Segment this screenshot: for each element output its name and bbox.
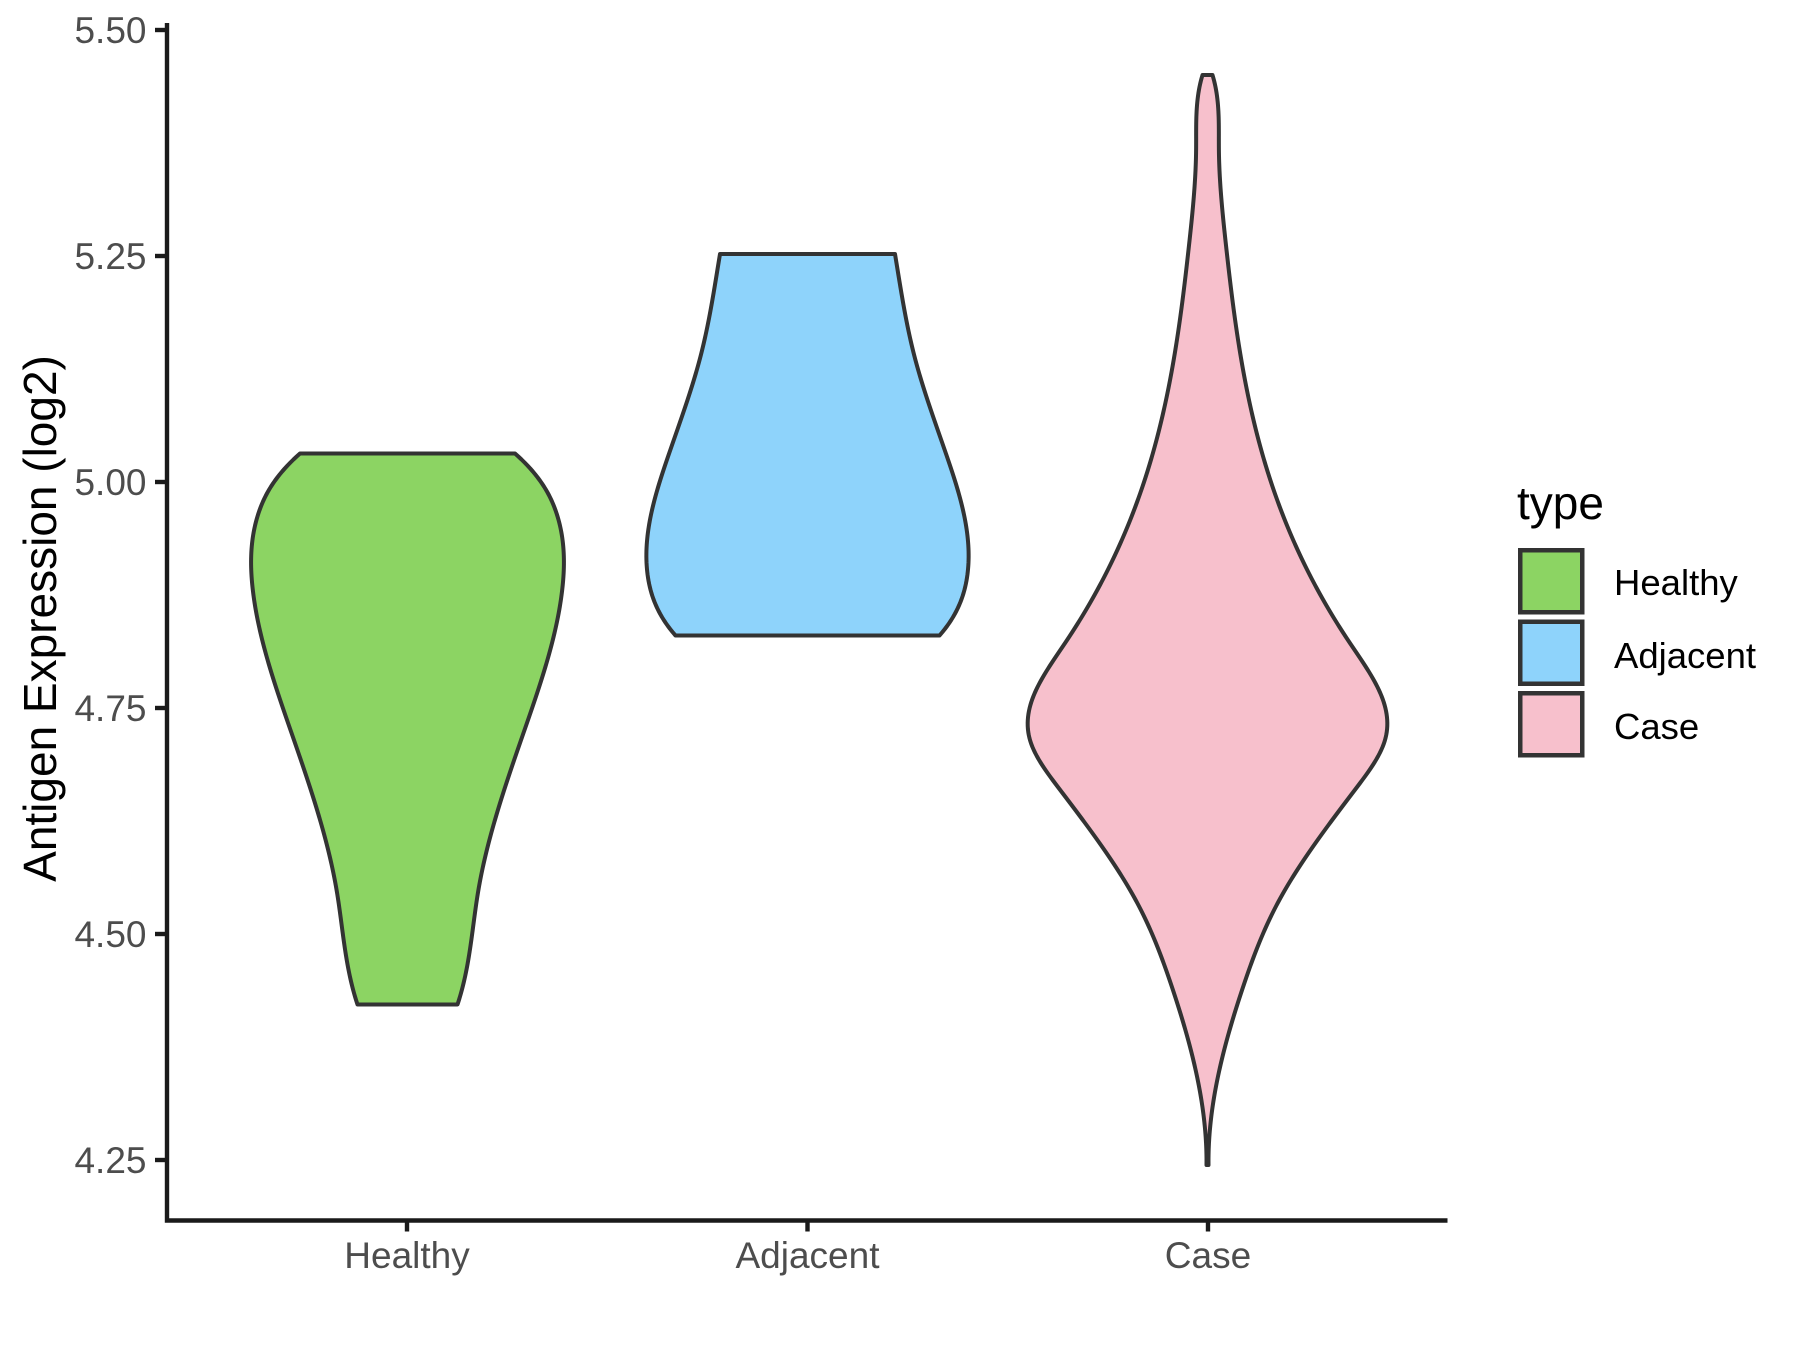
- svg-text:Adjacent: Adjacent: [736, 1235, 881, 1276]
- svg-text:Antigen Expression (log2): Antigen Expression (log2): [14, 355, 66, 882]
- svg-text:5.50: 5.50: [74, 10, 146, 51]
- svg-text:Healthy: Healthy: [1614, 562, 1739, 603]
- svg-text:5.00: 5.00: [74, 462, 146, 503]
- svg-text:5.25: 5.25: [74, 236, 146, 277]
- svg-text:4.50: 4.50: [74, 914, 146, 955]
- svg-text:4.25: 4.25: [74, 1140, 146, 1181]
- svg-text:Healthy: Healthy: [344, 1235, 470, 1276]
- svg-text:Adjacent: Adjacent: [1614, 635, 1756, 676]
- svg-text:4.75: 4.75: [74, 688, 146, 729]
- svg-text:Case: Case: [1614, 706, 1699, 747]
- svg-text:Case: Case: [1165, 1235, 1251, 1276]
- svg-text:type: type: [1517, 477, 1604, 529]
